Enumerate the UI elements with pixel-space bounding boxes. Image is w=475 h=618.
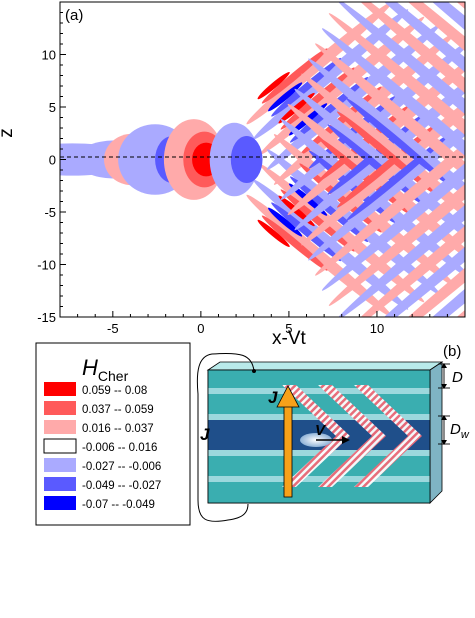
- panel-b-diagram: (b) J: [196, 343, 470, 522]
- x-tick-label: 5: [285, 321, 292, 336]
- cherenkov-chevrons: [282, 385, 422, 487]
- contour-band: [356, 2, 465, 199]
- legend-swatch: [44, 382, 76, 396]
- panel-b-label: (b): [443, 343, 461, 360]
- contour-band: [315, 76, 465, 276]
- slab-top-face: [206, 361, 444, 371]
- contour-band: [321, 28, 465, 236]
- contour-band: [342, 105, 465, 317]
- contour-band: [321, 83, 465, 291]
- velocity-label: V: [315, 422, 327, 439]
- loop-contact-top: [252, 369, 256, 373]
- dimension-d: [438, 363, 450, 389]
- contour-band: [346, 98, 450, 185]
- contour-band: [257, 219, 290, 248]
- contour-band: [335, 98, 465, 317]
- current-loop: [196, 352, 255, 522]
- dimension-dw-label: Dw: [450, 421, 470, 441]
- legend-label: 0.059 -- 0.08: [82, 385, 147, 397]
- legend-swatch: [44, 496, 76, 510]
- x-tick-label: 0: [197, 321, 204, 336]
- legend-label: -0.027 -- -0.006: [82, 461, 161, 473]
- current-label-vertical: J: [268, 388, 278, 407]
- panel-a-plot: -5 0 5 10 -15 -10 -5 0 5 10 (a) x-Vt z: [0, 1, 466, 349]
- contour-band: [308, 58, 465, 251]
- x-axis-label: x-Vt: [272, 328, 307, 349]
- contour-band: [268, 82, 303, 112]
- legend-swatch: [44, 420, 76, 434]
- contour-band: [356, 120, 465, 317]
- contour-band: [328, 91, 465, 306]
- layer-2: [208, 388, 430, 394]
- contour-band: [268, 207, 303, 237]
- current-label-loop: J: [200, 425, 210, 444]
- y-tick-label: 0: [49, 153, 56, 168]
- contour-bands: [60, 2, 465, 317]
- current-arrow-vertical: [276, 385, 300, 498]
- panel-a-label: (a): [65, 7, 83, 24]
- layer-8: [208, 482, 430, 503]
- y-tick-label: 10: [42, 48, 56, 63]
- y-axis-ticks: -15 -10 -5 0 5 10: [37, 1, 66, 325]
- contour-band: [349, 2, 465, 206]
- y-tick-label: -5: [44, 205, 56, 220]
- contour-band: [349, 113, 465, 317]
- contour-band: [335, 2, 465, 221]
- x-axis-ticks: -5 0 5 10: [59, 311, 466, 336]
- contour-lobe: [230, 135, 263, 184]
- legend-swatch: [44, 401, 76, 415]
- legend: HCher 0.059 -- 0.08 0.037 -- 0.059 0.016 -…: [35, 342, 191, 526]
- legend-label: 0.037 -- 0.059: [82, 404, 154, 416]
- legend-title: HCher: [82, 355, 129, 384]
- dimension-d-label: D: [452, 369, 463, 386]
- legend-label: -0.006 -- 0.016: [82, 442, 157, 454]
- slab-right-face: [429, 361, 443, 504]
- contour-band: [315, 43, 465, 243]
- legend-entries: 0.059 -- 0.08 0.037 -- 0.059 0.016 -- 0.03…: [43, 382, 161, 511]
- contour-band: [257, 71, 290, 100]
- contour-band: [342, 2, 465, 214]
- velocity-arrow: [316, 436, 350, 444]
- y-tick-label: -10: [37, 258, 56, 273]
- legend-label: -0.07 -- -0.049: [82, 499, 155, 511]
- x-tick-label: 10: [370, 321, 384, 336]
- x-tick-label: -5: [107, 321, 119, 336]
- slab-outline: [207, 369, 431, 504]
- legend-swatch: [43, 438, 77, 454]
- legend-label: 0.016 -- 0.037: [82, 423, 154, 435]
- y-axis-label: z: [0, 128, 17, 138]
- layer-1: [208, 370, 430, 388]
- legend-label: -0.049 -- -0.027: [82, 480, 161, 492]
- layer-7: [208, 476, 430, 482]
- dimension-dw: [438, 415, 450, 445]
- contour-band: [328, 13, 465, 228]
- y-tick-label: -15: [37, 310, 56, 325]
- legend-swatch: [44, 458, 76, 472]
- legend-swatch: [44, 477, 76, 491]
- y-tick-label: 5: [49, 100, 56, 115]
